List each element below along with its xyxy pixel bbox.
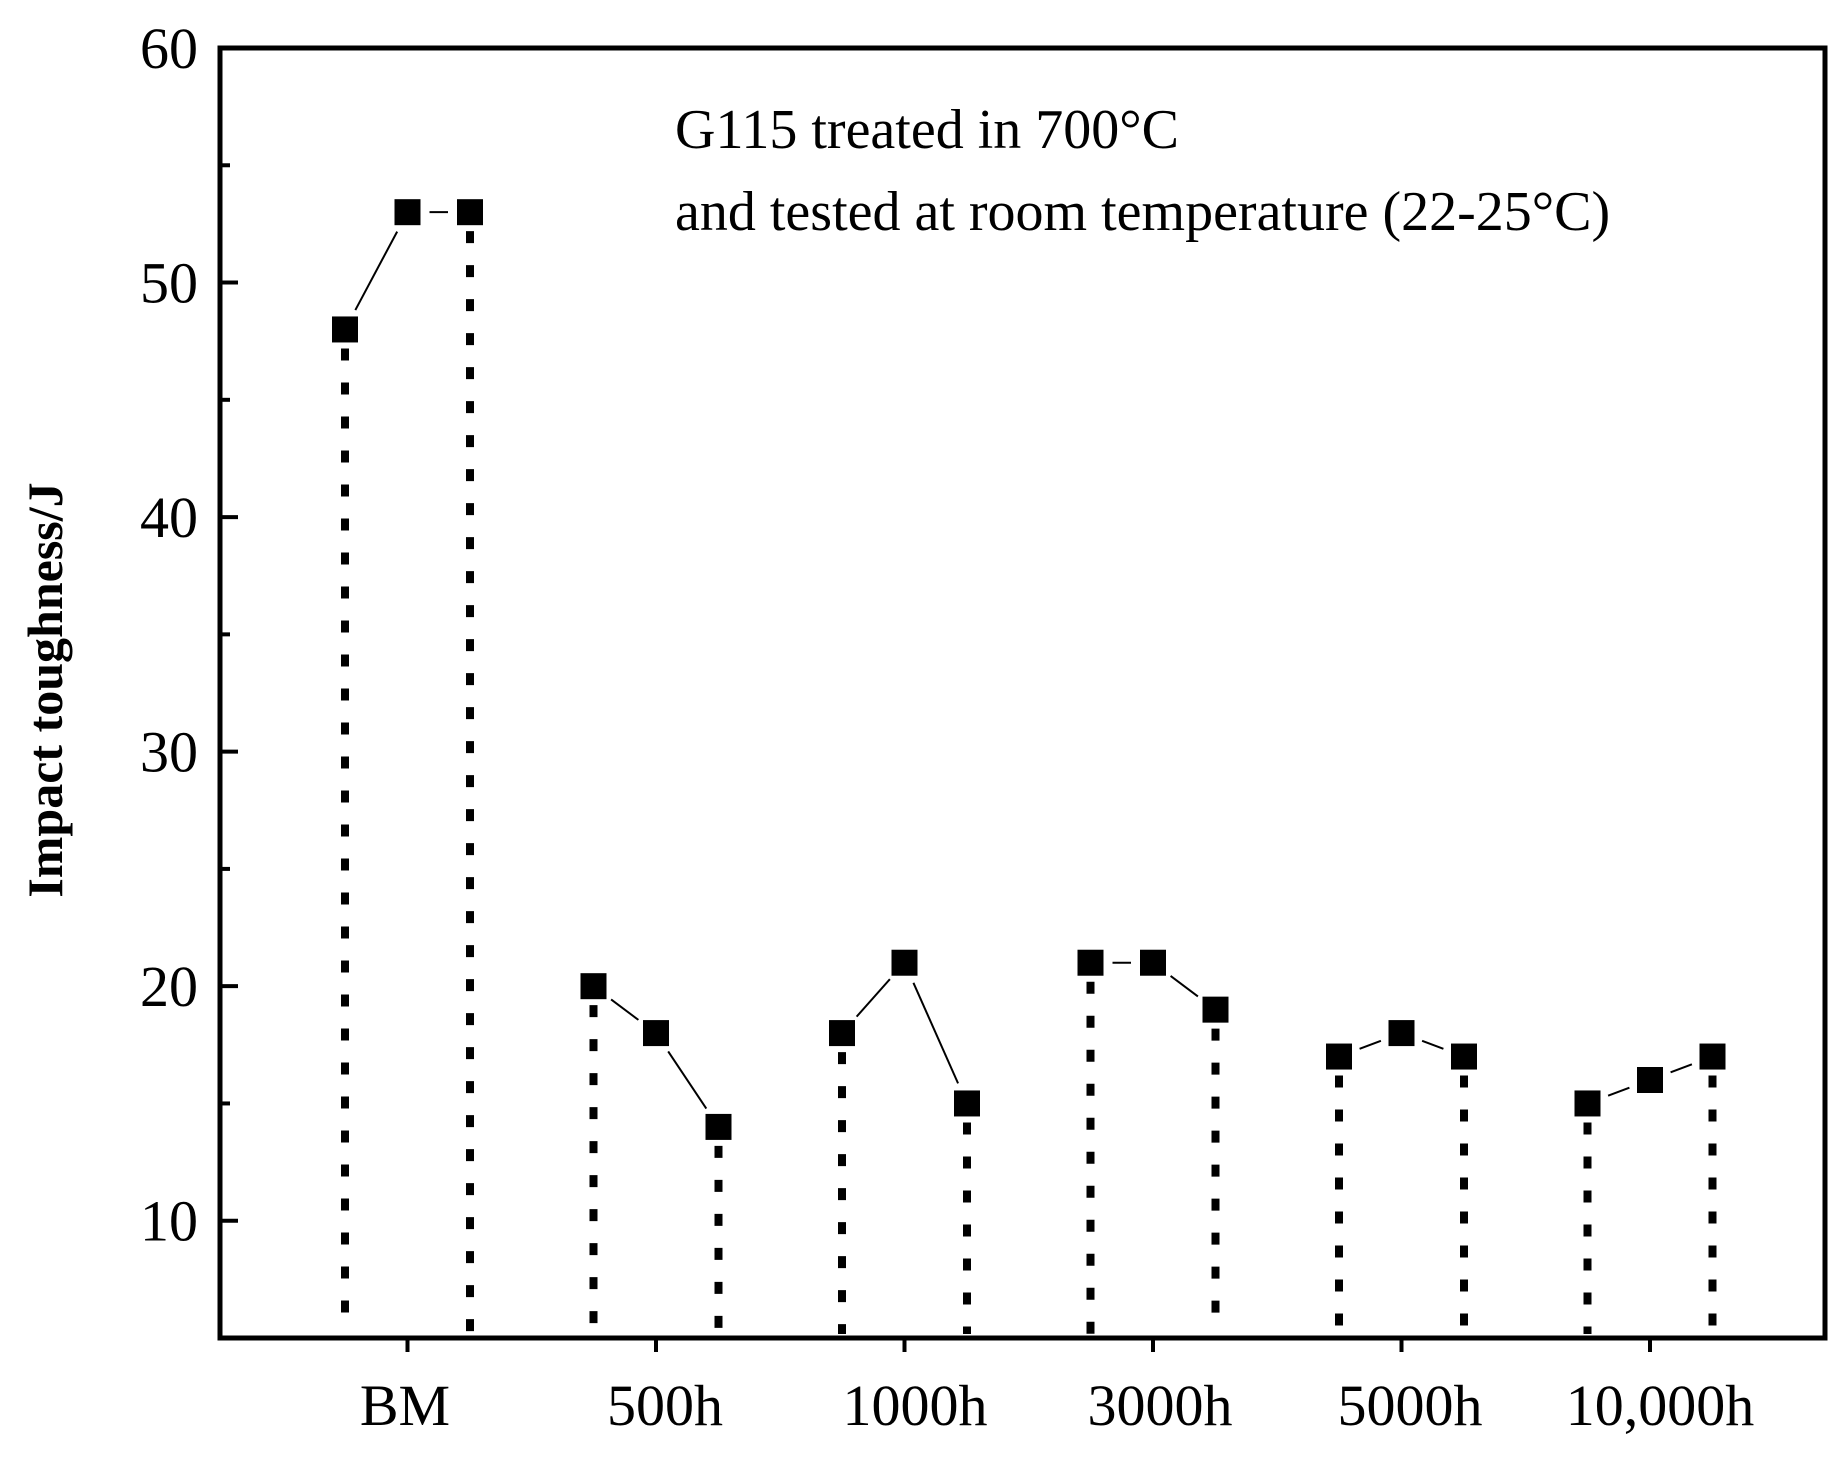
plot-frame bbox=[217, 45, 1828, 1341]
x-tick-label: 5000h bbox=[1338, 1373, 1483, 1438]
x-axis: BM 500h 1000h 3000h 5000h 10,000h bbox=[360, 1338, 1754, 1438]
data-point bbox=[1574, 1090, 1601, 1117]
data-point bbox=[457, 199, 483, 226]
data-point bbox=[580, 973, 607, 1000]
y-axis: 10 20 30 40 50 60 bbox=[140, 16, 238, 1254]
data-point bbox=[829, 1020, 855, 1047]
connector-line bbox=[1169, 975, 1199, 998]
connector-line bbox=[1359, 1039, 1382, 1050]
data-point bbox=[1326, 1043, 1352, 1070]
y-tick-label: 50 bbox=[140, 251, 198, 316]
data-point bbox=[1637, 1067, 1663, 1093]
data-markers bbox=[332, 199, 1726, 1140]
data-point bbox=[891, 949, 918, 976]
drop-lines bbox=[341, 231, 1717, 1334]
connector-line bbox=[1607, 1086, 1630, 1097]
data-point bbox=[394, 199, 421, 226]
data-point bbox=[1451, 1043, 1477, 1070]
data-point bbox=[1388, 1020, 1415, 1047]
y-tick-label: 20 bbox=[140, 954, 198, 1019]
data-point bbox=[332, 316, 358, 343]
y-tick-label: 40 bbox=[140, 485, 198, 550]
connector-line bbox=[1670, 1063, 1693, 1074]
x-tick-label: 3000h bbox=[1088, 1373, 1233, 1438]
x-tick-label: 10,000h bbox=[1566, 1373, 1755, 1438]
data-point bbox=[643, 1020, 669, 1047]
x-tick-label: 500h bbox=[607, 1373, 723, 1438]
connector-line bbox=[667, 1050, 708, 1110]
connector-lines bbox=[354, 211, 1693, 1110]
data-point bbox=[1202, 996, 1229, 1023]
x-tick-label: BM bbox=[360, 1373, 450, 1438]
data-point bbox=[954, 1090, 980, 1117]
connector-line bbox=[912, 982, 959, 1084]
data-point bbox=[1699, 1043, 1726, 1070]
y-axis-label: Impact toughness/J bbox=[17, 482, 73, 897]
connector-line bbox=[1421, 1039, 1444, 1050]
y-tick-label: 30 bbox=[140, 720, 198, 785]
connector-line bbox=[610, 998, 640, 1021]
annotation-line-1: G115 treated in 700°C bbox=[675, 99, 1179, 161]
annotation-line-2: and tested at room temperature (22-25°C) bbox=[675, 181, 1610, 243]
data-point bbox=[1140, 949, 1166, 976]
data-point bbox=[1077, 949, 1104, 976]
y-tick-label: 10 bbox=[140, 1189, 198, 1254]
y-tick-label: 60 bbox=[140, 16, 198, 81]
connector-line bbox=[354, 231, 399, 311]
connector-line bbox=[855, 978, 891, 1018]
data-point bbox=[705, 1113, 732, 1140]
x-tick-label: 1000h bbox=[843, 1373, 988, 1438]
